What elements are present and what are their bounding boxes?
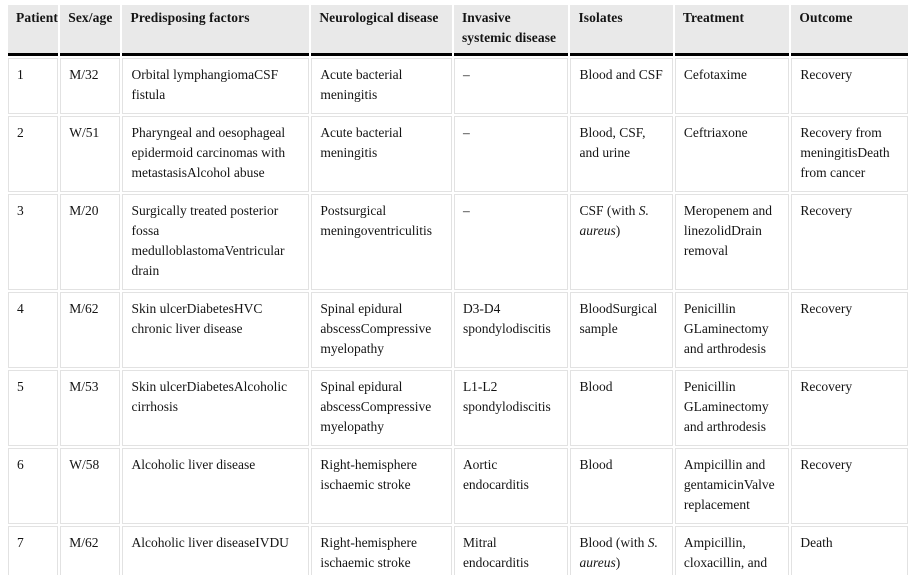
column-header-treatment: Treatment	[674, 5, 790, 56]
cell-outcome: Recovery	[791, 448, 908, 524]
cell-patient: 1	[8, 58, 59, 114]
cell-patient: 6	[8, 448, 59, 524]
cell-sex-age: M/20	[60, 194, 121, 290]
cell-predisposing: Orbital lymphangiomaCSF fistula	[122, 58, 310, 114]
cell-isolates: Blood and CSF	[570, 58, 673, 114]
cell-sex-age: M/62	[60, 526, 121, 575]
cell-neurological: Right-hemisphere ischaemic stroke	[311, 526, 452, 575]
table-row: 5 M/53 Skin ulcerDiabetesAlcoholic cirrh…	[8, 370, 908, 446]
column-header-isolates: Isolates	[570, 5, 673, 56]
cell-isolates: Blood	[570, 448, 673, 524]
isolates-text: Blood	[579, 379, 613, 394]
cell-isolates: BloodSurgical sample	[570, 292, 673, 368]
isolates-text: Blood (with	[579, 535, 648, 550]
cell-isolates: Blood (with S. aureus)	[570, 526, 673, 575]
table-row: 4 M/62 Skin ulcerDiabetesHVC chronic liv…	[8, 292, 908, 368]
cell-patient: 5	[8, 370, 59, 446]
cell-treatment: Ceftriaxone	[674, 116, 790, 192]
cell-patient: 2	[8, 116, 59, 192]
table-row: 3 M/20 Surgically treated posterior foss…	[8, 194, 908, 290]
cell-outcome: Recovery	[791, 194, 908, 290]
cell-sex-age: W/58	[60, 448, 121, 524]
cell-predisposing: Skin ulcerDiabetesHVC chronic liver dise…	[122, 292, 310, 368]
column-header-sex-age: Sex/age	[60, 5, 121, 56]
cell-invasive: –	[453, 58, 569, 114]
isolates-text-suffix: )	[615, 555, 621, 570]
isolates-text: Blood	[579, 457, 613, 472]
table-row: 1 M/32 Orbital lymphangiomaCSF fistula A…	[8, 58, 908, 114]
column-header-patient: Patient	[8, 5, 59, 56]
table-row: 7 M/62 Alcoholic liver diseaseIVDU Right…	[8, 526, 908, 575]
cell-predisposing: Alcoholic liver diseaseIVDU	[122, 526, 310, 575]
cell-outcome: Death	[791, 526, 908, 575]
cell-treatment: Meropenem and linezolidDrain removal	[674, 194, 790, 290]
cell-neurological: Acute bacterial meningitis	[311, 58, 452, 114]
cell-treatment: Penicillin GLaminectomy and arthrodesis	[674, 292, 790, 368]
cell-outcome: Recovery	[791, 292, 908, 368]
isolates-species-italic: S. aureus	[579, 203, 649, 238]
cell-isolates: Blood, CSF, and urine	[570, 116, 673, 192]
cell-outcome: Recovery	[791, 58, 908, 114]
cell-invasive: Aortic endocarditis	[453, 448, 569, 524]
column-header-outcome: Outcome	[791, 5, 908, 56]
cell-invasive: D3-D4 spondylodiscitis	[453, 292, 569, 368]
cell-treatment: Penicillin GLaminectomy and arthrodesis	[674, 370, 790, 446]
cell-sex-age: M/32	[60, 58, 121, 114]
cell-outcome: Recovery from meningitisDeath from cance…	[791, 116, 908, 192]
cell-neurological: Spinal epidural abscessCompressive myelo…	[311, 370, 452, 446]
table-header: Patient Sex/age Predisposing factors Neu…	[8, 5, 908, 56]
cell-invasive: Mitral endocarditis	[453, 526, 569, 575]
cell-neurological: Acute bacterial meningitis	[311, 116, 452, 192]
isolates-text: BloodSurgical sample	[579, 301, 658, 336]
column-header-neurological-disease: Neurological disease	[311, 5, 452, 56]
header-row: Patient Sex/age Predisposing factors Neu…	[8, 5, 908, 56]
cell-isolates: CSF (with S. aureus)	[570, 194, 673, 290]
cell-treatment: Cefotaxime	[674, 58, 790, 114]
cell-treatment: Ampicillin, cloxacillin, and gentamicin	[674, 526, 790, 575]
cell-treatment: Ampicillin and gentamicinValve replaceme…	[674, 448, 790, 524]
cell-predisposing: Alcoholic liver disease	[122, 448, 310, 524]
cell-outcome: Recovery	[791, 370, 908, 446]
cell-sex-age: M/53	[60, 370, 121, 446]
column-header-invasive-systemic-disease: Invasive systemic disease	[453, 5, 569, 56]
table-row: 6 W/58 Alcoholic liver disease Right-hem…	[8, 448, 908, 524]
cell-neurological: Right-hemisphere ischaemic stroke	[311, 448, 452, 524]
cell-invasive: –	[453, 194, 569, 290]
isolates-text: CSF (with	[579, 203, 639, 218]
cell-sex-age: M/62	[60, 292, 121, 368]
cell-isolates: Blood	[570, 370, 673, 446]
cell-patient: 7	[8, 526, 59, 575]
isolates-text-suffix: )	[615, 223, 621, 238]
isolates-species-italic: S. aureus	[579, 535, 658, 570]
table-body: 1 M/32 Orbital lymphangiomaCSF fistula A…	[8, 58, 908, 575]
cell-sex-age: W/51	[60, 116, 121, 192]
isolates-text: Blood, CSF, and urine	[579, 125, 646, 160]
isolates-text: Blood and CSF	[579, 67, 663, 82]
table-row: 2 W/51 Pharyngeal and oesophageal epider…	[8, 116, 908, 192]
cell-predisposing: Surgically treated posterior fossa medul…	[122, 194, 310, 290]
cell-patient: 3	[8, 194, 59, 290]
patients-table: Patient Sex/age Predisposing factors Neu…	[6, 3, 910, 575]
cell-neurological: Postsurgical meningoventriculitis	[311, 194, 452, 290]
cell-predisposing: Pharyngeal and oesophageal epidermoid ca…	[122, 116, 310, 192]
cell-neurological: Spinal epidural abscessCompressive myelo…	[311, 292, 452, 368]
cell-invasive: –	[453, 116, 569, 192]
cell-patient: 4	[8, 292, 59, 368]
cell-invasive: L1-L2 spondylodiscitis	[453, 370, 569, 446]
column-header-predisposing-factors: Predisposing factors	[122, 5, 310, 56]
cell-predisposing: Skin ulcerDiabetesAlcoholic cirrhosis	[122, 370, 310, 446]
